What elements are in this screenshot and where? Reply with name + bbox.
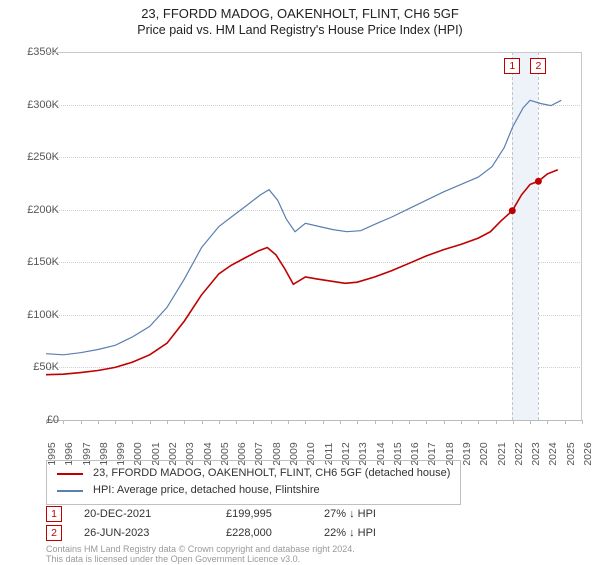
sale-point: [535, 178, 542, 185]
series-line-subject: [46, 170, 558, 375]
x-tick-label: 2021: [496, 442, 508, 465]
legend-swatch-subject: [57, 473, 83, 475]
plot-area: [46, 52, 582, 420]
x-tick-label: 2023: [530, 442, 542, 465]
sale-badge-1: 1: [46, 506, 62, 522]
title-block: 23, FFORDD MADOG, OAKENHOLT, FLINT, CH6 …: [0, 0, 600, 37]
sales-row-2: 2 26-JUN-2023 £228,000 22% ↓ HPI: [46, 523, 404, 542]
sales-row-1: 1 20-DEC-2021 £199,995 27% ↓ HPI: [46, 504, 404, 523]
sales-table: 1 20-DEC-2021 £199,995 27% ↓ HPI 2 26-JU…: [46, 504, 404, 542]
sale-price-2: £228,000: [226, 527, 324, 539]
series-line-hpi: [46, 100, 561, 354]
sub-title: Price paid vs. HM Land Registry's House …: [0, 23, 600, 37]
legend-label-subject: 23, FFORDD MADOG, OAKENHOLT, FLINT, CH6 …: [93, 465, 450, 482]
plot-svg: [46, 53, 582, 421]
x-tick-label: 2026: [582, 442, 594, 465]
legend-swatch-hpi: [57, 490, 83, 492]
legend-row-subject: 23, FFORDD MADOG, OAKENHOLT, FLINT, CH6 …: [57, 465, 450, 482]
chart-container: 23, FFORDD MADOG, OAKENHOLT, FLINT, CH6 …: [0, 0, 600, 560]
legend-row-hpi: HPI: Average price, detached house, Flin…: [57, 482, 450, 499]
sale-badge-2: 2: [46, 525, 62, 541]
sale-price-1: £199,995: [226, 508, 324, 520]
legend: 23, FFORDD MADOG, OAKENHOLT, FLINT, CH6 …: [46, 460, 461, 505]
down-arrow-icon: ↓: [349, 508, 355, 520]
legend-label-hpi: HPI: Average price, detached house, Flin…: [93, 482, 320, 499]
down-arrow-icon: ↓: [349, 527, 355, 539]
attribution: Contains HM Land Registry data © Crown c…: [46, 544, 586, 565]
sale-point: [509, 207, 516, 214]
sale-date-1: 20-DEC-2021: [84, 508, 226, 520]
x-tick-label: 2022: [513, 442, 525, 465]
sale-diff-1: 27% ↓ HPI: [324, 508, 404, 520]
x-tick-label: 2020: [478, 442, 490, 465]
x-tick-label: 2024: [547, 442, 559, 465]
x-tick-label: 2025: [565, 442, 577, 465]
sale-date-2: 26-JUN-2023: [84, 527, 226, 539]
x-tick-label: 2019: [461, 442, 473, 465]
sale-diff-2: 22% ↓ HPI: [324, 527, 404, 539]
main-title: 23, FFORDD MADOG, OAKENHOLT, FLINT, CH6 …: [0, 6, 600, 21]
